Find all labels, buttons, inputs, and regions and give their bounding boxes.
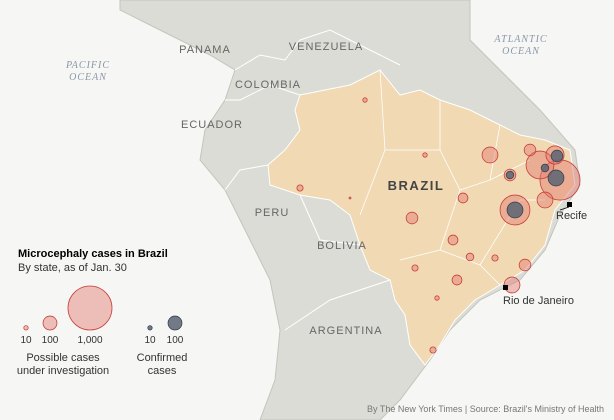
ocean-label: ATLANTIC (493, 34, 547, 45)
country-label: BOLIVIA (317, 240, 367, 252)
ocean-label: PACIFIC (65, 60, 110, 71)
city-label: Rio de Janeiro (503, 295, 574, 307)
confirmed-circle (550, 149, 564, 163)
legend-circle (67, 285, 113, 331)
country-label: PERU (255, 207, 290, 219)
possible-circle (518, 258, 532, 272)
legend-size-label: 10 (144, 335, 156, 346)
legend-label: cases (148, 365, 177, 377)
country-label: VENEZUELA (289, 41, 363, 53)
confirmed-circle (540, 163, 550, 173)
confirmed-circle (505, 170, 515, 180)
confirmed-circle (506, 201, 524, 219)
legend-size-label: 100 (42, 335, 59, 346)
circles (296, 97, 581, 354)
possible-circle (348, 196, 352, 200)
possible-circle (411, 264, 419, 272)
possible-circle (447, 234, 459, 246)
country-label: PANAMA (179, 44, 231, 56)
possible-circle (525, 150, 555, 180)
legend-subtitle: By state, as of Jan. 30 (18, 262, 127, 274)
legend-label: Confirmed (137, 352, 188, 364)
legend-size-label: 10 (20, 335, 32, 346)
legend-size-label: 100 (167, 335, 184, 346)
country-label: BRAZIL (388, 178, 445, 193)
leader-line (559, 206, 570, 211)
credit: By The New York Times | Source: Brazil's… (367, 404, 604, 414)
legend: 10 100 1,000 10 100 (20, 285, 184, 346)
city-marker (567, 202, 572, 207)
possible-circle (429, 346, 437, 354)
legend-circle (23, 325, 29, 331)
country-label: ARGENTINA (309, 325, 382, 337)
brazil (267, 69, 576, 366)
possible-circle (523, 143, 537, 157)
legend-circle (42, 315, 58, 331)
country-label: COLOMBIA (235, 79, 301, 91)
possible-circle (405, 211, 419, 225)
possible-circle (434, 295, 440, 301)
possible-circle (536, 191, 554, 209)
country-label: ECUADOR (181, 119, 243, 131)
legend-title: Microcephaly cases in Brazil (18, 248, 168, 260)
possible-circle (296, 184, 304, 192)
state-borders (359, 69, 545, 286)
possible-circle (491, 254, 499, 262)
city-label: Recife (556, 210, 587, 222)
legend-size-label: 1,000 (77, 335, 102, 346)
possible-circle (362, 97, 368, 103)
legend-label: Possible cases (26, 352, 100, 364)
possible-circle (465, 252, 475, 262)
borders (224, 29, 401, 331)
possible-circle (481, 146, 499, 164)
legend-circle (147, 325, 153, 331)
legend-circle (167, 315, 183, 331)
possible-circle (422, 152, 428, 158)
ocean-label: OCEAN (69, 72, 107, 83)
ocean-label: OCEAN (502, 46, 540, 57)
possible-circle (451, 274, 463, 286)
possible-circle (457, 192, 469, 204)
confirmed-circle (547, 169, 565, 187)
legend-label: under investigation (17, 365, 109, 377)
city-marker (503, 285, 508, 290)
